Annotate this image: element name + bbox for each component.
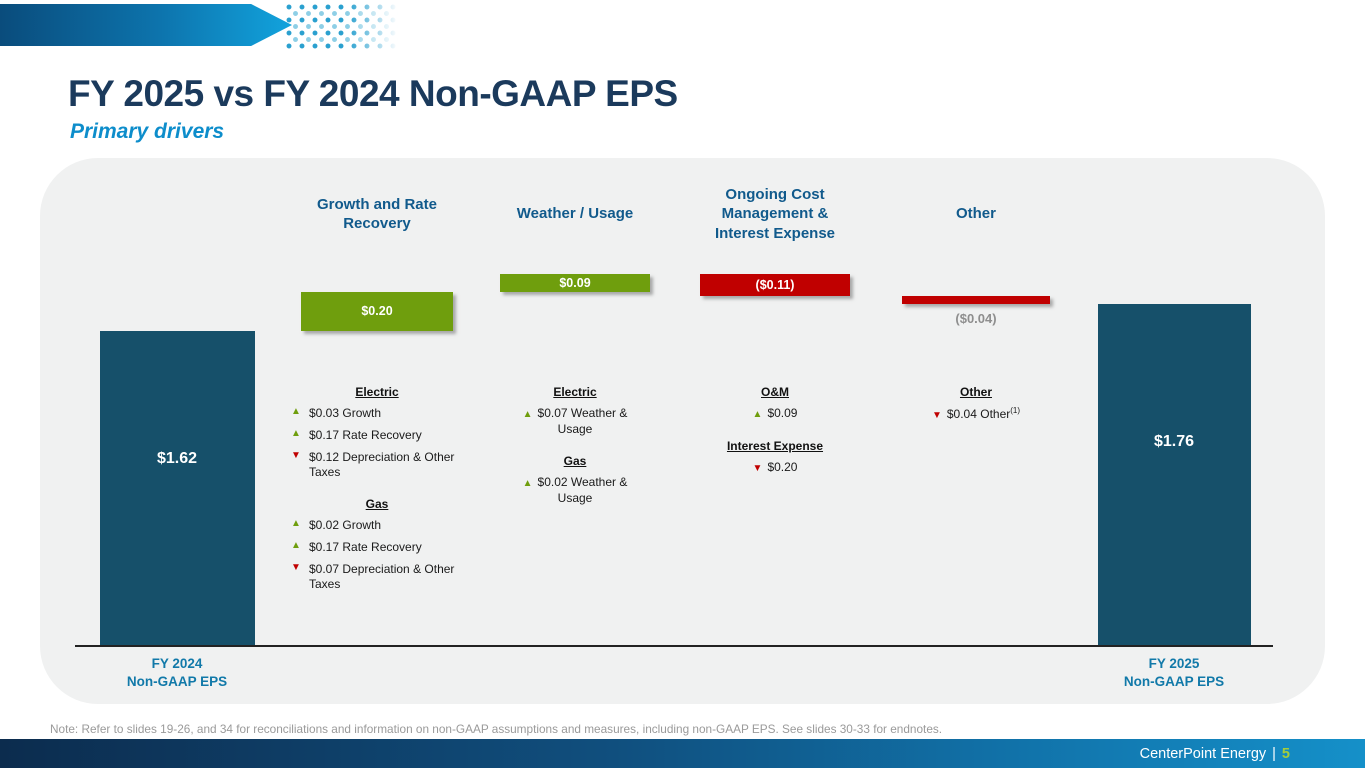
detail-text: $0.04 Other(1) (946, 406, 1021, 421)
bar-weather: $0.09 (500, 274, 650, 292)
up-triangle-icon: ▲ (291, 428, 301, 439)
detail-item: ▼ $0.12 Depreciation & Other Taxes (291, 450, 463, 480)
column-header-growth: Growth and Rate Recovery (316, 195, 437, 233)
detail-heading: Other (959, 385, 992, 399)
slide-title: FY 2025 vs FY 2024 Non-GAAP EPS (68, 73, 678, 114)
detail-text: $0.09 (767, 406, 798, 420)
bar-value-other: ($0.04) (955, 310, 997, 326)
down-triangle-icon: ▼ (752, 462, 763, 474)
up-triangle-icon: ▲ (291, 518, 301, 529)
column-header-cost: Ongoing Cost Management & Interest Expen… (714, 185, 836, 242)
down-triangle-icon: ▼ (291, 562, 301, 573)
detail-item: ▲ $0.02 Growth (291, 518, 463, 533)
detail-heading: Electric (553, 385, 597, 399)
detail-text: $0.12 Depreciation & Other Taxes (309, 450, 455, 479)
down-triangle-icon: ▼ (291, 450, 301, 461)
x-axis-line (75, 645, 1273, 647)
bar-other (902, 295, 1050, 304)
detail-text: $0.07 Weather & Usage (537, 406, 628, 436)
detail-item: ▼ $0.20 (690, 460, 860, 476)
details-cost: O&M ▲ $0.09 Interest Expense ▼ $0.20 (690, 385, 860, 482)
column-header-weather: Weather / Usage (516, 205, 634, 223)
detail-heading: Gas (365, 497, 389, 511)
detail-text: $0.07 Depreciation & Other Taxes (309, 562, 455, 591)
detail-text: $0.17 Rate Recovery (309, 428, 422, 442)
bar-value-cost: ($0.11) (755, 278, 795, 293)
details-weather: Electric ▲ $0.07 Weather & Usage Gas ▲ $0.02 … (509, 385, 641, 513)
detail-item: ▲ $0.17 Rate Recovery (291, 428, 463, 443)
detail-heading: Electric (355, 385, 399, 399)
up-triangle-icon: ▲ (752, 409, 763, 420)
detail-item: ▲ $0.02 Weather & Usage (509, 475, 641, 506)
detail-text: $0.02 Growth (309, 518, 382, 532)
endnote-superscript: (1) (1010, 406, 1021, 415)
detail-item: ▼ $0.04 Other(1) (896, 406, 1056, 423)
detail-text: $0.03 Growth (309, 406, 382, 420)
detail-item: ▲ $0.17 Rate Recovery (291, 540, 463, 555)
detail-heading: Interest Expense (726, 438, 824, 453)
detail-heading: Gas (563, 454, 587, 469)
column-header-other: Other (955, 205, 996, 223)
bar-fy2024: $1.62 (99, 330, 255, 645)
details-other: Other ▼ $0.04 Other(1) (896, 385, 1056, 430)
detail-text: $0.20 (767, 459, 798, 474)
detail-text: $0.02 Weather & Usage (537, 475, 628, 505)
bar-growth: $0.20 (301, 291, 453, 331)
up-triangle-icon: ▲ (522, 478, 533, 490)
footnote: Note: Refer to slides 19-26, and 34 for … (50, 722, 943, 736)
footer-brand: CenterPoint Energy (1139, 745, 1267, 762)
bar-fy2025: $1.76 (1097, 303, 1251, 645)
dots-pattern-decoration (286, 4, 398, 50)
detail-text: $0.17 Rate Recovery (309, 540, 422, 554)
header-arrow-decoration (0, 4, 292, 46)
detail-item: ▼ $0.07 Depreciation & Other Taxes (291, 562, 463, 592)
chart-panel: $1.62 FY 2024 Non-GAAP EPS $0.20 Growth and … (40, 158, 1325, 704)
chart-area: $1.62 FY 2024 Non-GAAP EPS $0.20 Growth and … (40, 158, 1325, 704)
detail-item: ▲ $0.03 Growth (291, 406, 463, 421)
detail-heading: O&M (761, 385, 789, 399)
axis-label-fy2024: FY 2024 Non-GAAP EPS (126, 656, 228, 690)
bar-value-weather: $0.09 (559, 276, 591, 291)
footer-bar: CenterPoint Energy | 5 (0, 739, 1365, 768)
footer-page-number: 5 (1281, 745, 1290, 762)
up-triangle-icon: ▲ (291, 540, 301, 551)
detail-item: ▲ $0.09 (690, 406, 860, 422)
down-triangle-icon: ▼ (931, 410, 942, 421)
axis-label-fy2025: FY 2025 Non-GAAP EPS (1123, 656, 1225, 690)
slide-subtitle: Primary drivers (70, 120, 225, 143)
bar-value-fy2024: $1.62 (156, 450, 198, 468)
detail-item: ▲ $0.07 Weather & Usage (509, 406, 641, 437)
up-triangle-icon: ▲ (291, 406, 301, 417)
footer-divider: | (1272, 745, 1276, 762)
bar-value-fy2025: $1.76 (1153, 433, 1195, 451)
bar-cost: ($0.11) (700, 274, 850, 296)
up-triangle-icon: ▲ (522, 409, 533, 420)
details-growth: Electric ▲ $0.03 Growth ▲ $0.17 Rate Recover… (291, 385, 463, 599)
bar-value-growth: $0.20 (361, 304, 393, 319)
